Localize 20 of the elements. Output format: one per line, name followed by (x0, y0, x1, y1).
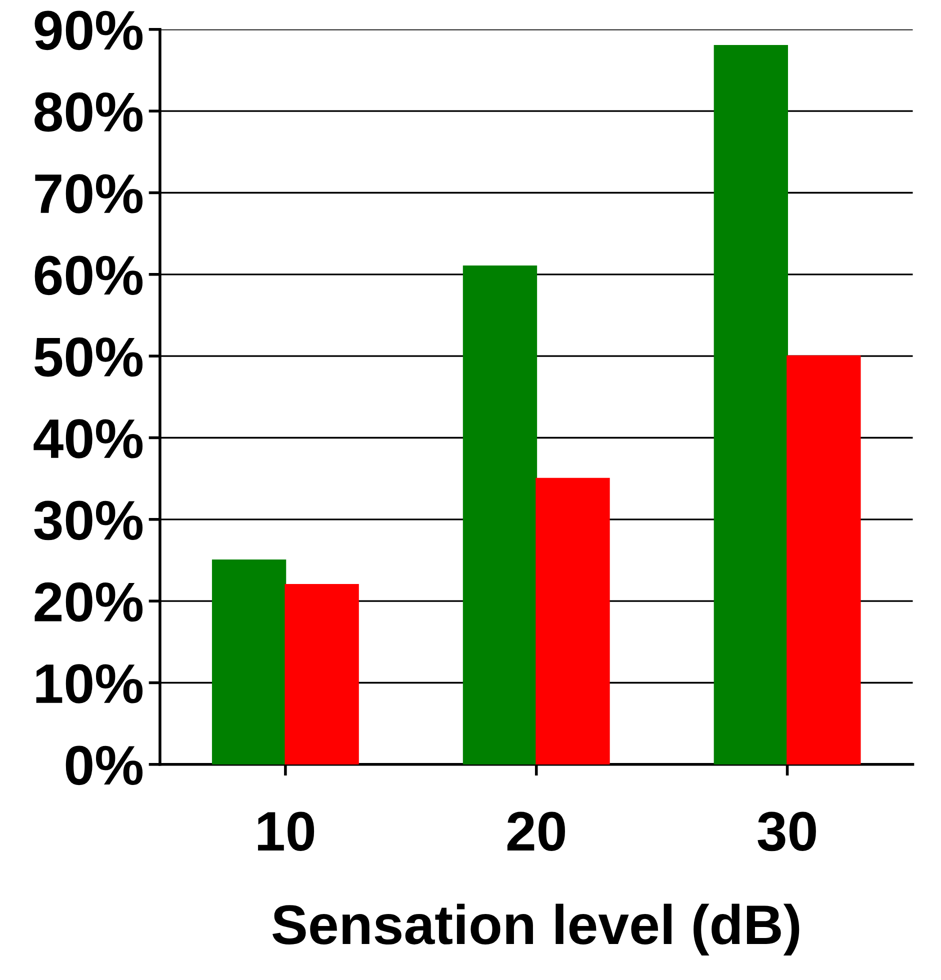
bar (284, 584, 359, 764)
y-tick-label: 50% (34, 337, 143, 377)
y-tick-label: 80% (34, 92, 143, 132)
bar (462, 266, 538, 764)
y-tick-label: 40% (34, 419, 143, 458)
y-tick-label: 90% (34, 10, 143, 50)
x-axis-title: Sensation level (dB) (272, 904, 800, 956)
x-tick-label: 10 (258, 812, 314, 852)
y-tick-label: 70% (35, 174, 143, 214)
x-tick-label: 20 (507, 812, 565, 852)
y-tick-label: 60% (34, 256, 143, 296)
y-tick-label: 0% (66, 746, 143, 786)
x-tick-label: 30 (758, 812, 816, 852)
bar (714, 45, 788, 764)
bar (212, 560, 286, 764)
bar (786, 355, 861, 764)
y-tick-label: 20% (34, 582, 143, 622)
y-tick-label: 30% (34, 500, 143, 540)
bar (536, 478, 610, 764)
y-tick-label: 10% (36, 664, 143, 704)
